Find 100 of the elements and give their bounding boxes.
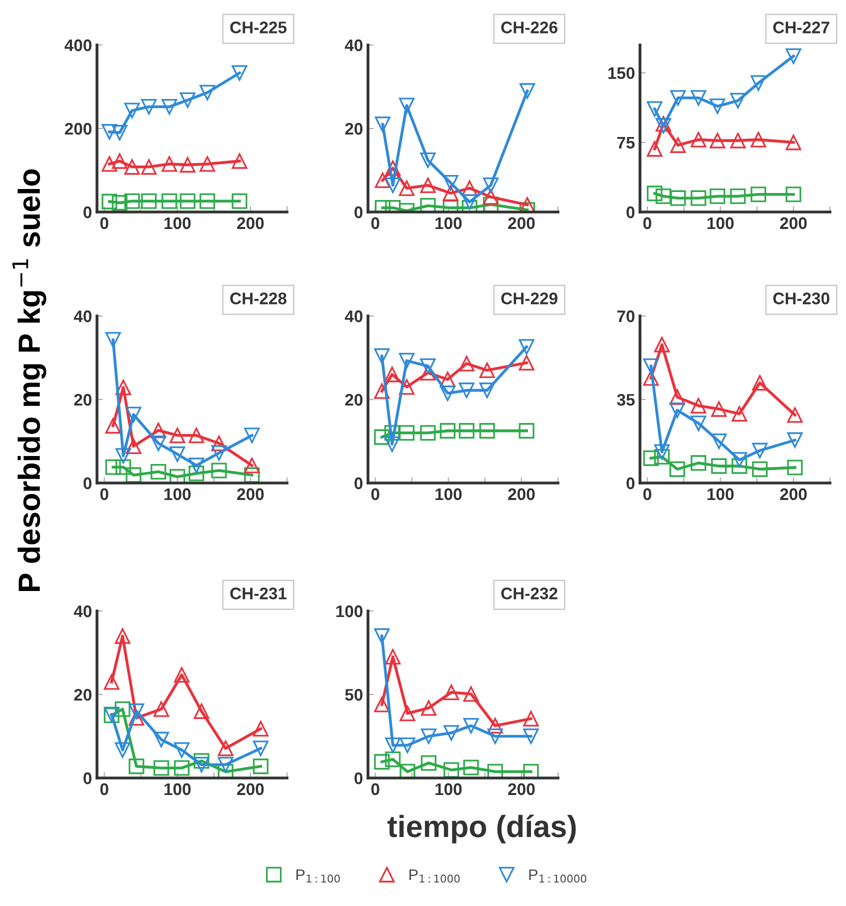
point	[232, 193, 248, 209]
y-axis-title: P desorbido mg P kg$^{−1}$ suelo	[12, 169, 46, 591]
point	[487, 718, 503, 734]
point	[646, 186, 662, 202]
point	[690, 398, 706, 414]
y-tick-label: 0	[354, 206, 362, 218]
point	[174, 742, 190, 758]
point	[116, 448, 132, 464]
point	[385, 648, 401, 665]
point	[643, 370, 659, 386]
point	[112, 195, 128, 211]
point	[654, 448, 670, 465]
x-tick-label: 100	[164, 488, 191, 500]
x-tick-label: 200	[508, 488, 535, 500]
point	[732, 452, 748, 468]
point	[442, 174, 458, 191]
y-tick-label: 0	[354, 772, 362, 784]
point	[482, 189, 499, 205]
point	[463, 718, 479, 734]
x-tick-label: 100	[436, 783, 462, 796]
point	[646, 101, 662, 117]
point	[200, 156, 216, 172]
point	[786, 134, 802, 150]
point	[440, 385, 456, 402]
point	[420, 728, 436, 744]
point	[170, 428, 186, 444]
chart-title: CH-232	[501, 588, 558, 600]
point	[400, 706, 416, 722]
point	[244, 458, 260, 474]
point	[150, 436, 166, 452]
point	[126, 438, 142, 454]
y-tick-label: 0	[626, 206, 634, 218]
chart-title: CH-227	[773, 22, 830, 34]
point	[252, 740, 268, 756]
point	[154, 732, 170, 748]
point	[398, 180, 415, 196]
y-tick-label: 20	[74, 394, 92, 406]
chart-title: CH-231	[230, 588, 287, 600]
point	[398, 98, 415, 114]
y-tick-label: 50	[345, 688, 362, 701]
point	[750, 75, 766, 91]
chart-title: CH-228	[230, 292, 286, 304]
point	[752, 375, 768, 391]
chart-title: CH-230	[773, 292, 830, 304]
point	[374, 172, 390, 188]
point	[170, 468, 186, 483]
point	[420, 152, 436, 168]
point	[102, 124, 118, 140]
y-tick-label: 0	[84, 477, 92, 490]
point	[730, 92, 746, 108]
point	[104, 674, 120, 690]
point	[420, 358, 436, 374]
y-tick-label: 20	[74, 688, 92, 701]
point	[114, 628, 130, 644]
point	[752, 442, 768, 458]
point	[669, 461, 686, 477]
point	[710, 188, 726, 204]
x-tick-label: 0	[371, 783, 380, 796]
point	[194, 703, 210, 719]
point	[518, 354, 534, 371]
point	[711, 433, 727, 450]
y-tick-label: 200	[64, 122, 92, 135]
point	[458, 356, 474, 372]
y-tick-label: 40	[344, 39, 362, 52]
point	[105, 459, 121, 475]
point	[174, 760, 190, 776]
point	[116, 459, 132, 475]
point	[654, 336, 670, 352]
point	[180, 157, 196, 173]
point	[670, 190, 686, 206]
point	[670, 90, 686, 106]
point	[112, 124, 128, 140]
point	[128, 710, 144, 726]
y-tick-label: 0	[84, 772, 92, 784]
x-tick-label: 200	[237, 488, 264, 500]
point	[398, 425, 415, 441]
point	[114, 701, 130, 717]
point	[126, 406, 142, 422]
y-tick-label: 70	[617, 310, 634, 322]
point	[487, 764, 503, 778]
point	[252, 758, 268, 774]
point	[141, 159, 157, 175]
x-tick-label: 200	[780, 217, 807, 230]
point	[463, 686, 479, 702]
point	[487, 728, 503, 744]
point	[200, 193, 216, 209]
point	[218, 756, 234, 772]
point	[188, 458, 204, 474]
x-tick-label: 100	[436, 217, 462, 230]
point	[520, 83, 536, 99]
point	[523, 728, 539, 744]
x-tick-label: 200	[780, 488, 807, 500]
point	[518, 339, 534, 355]
y-tick-label: 35	[616, 394, 635, 406]
x-axis-title: tiempo (días)	[388, 814, 576, 844]
point	[385, 178, 401, 194]
point	[211, 445, 227, 461]
y-tick-label: 20	[345, 122, 362, 135]
point	[398, 379, 415, 395]
point	[154, 701, 170, 717]
